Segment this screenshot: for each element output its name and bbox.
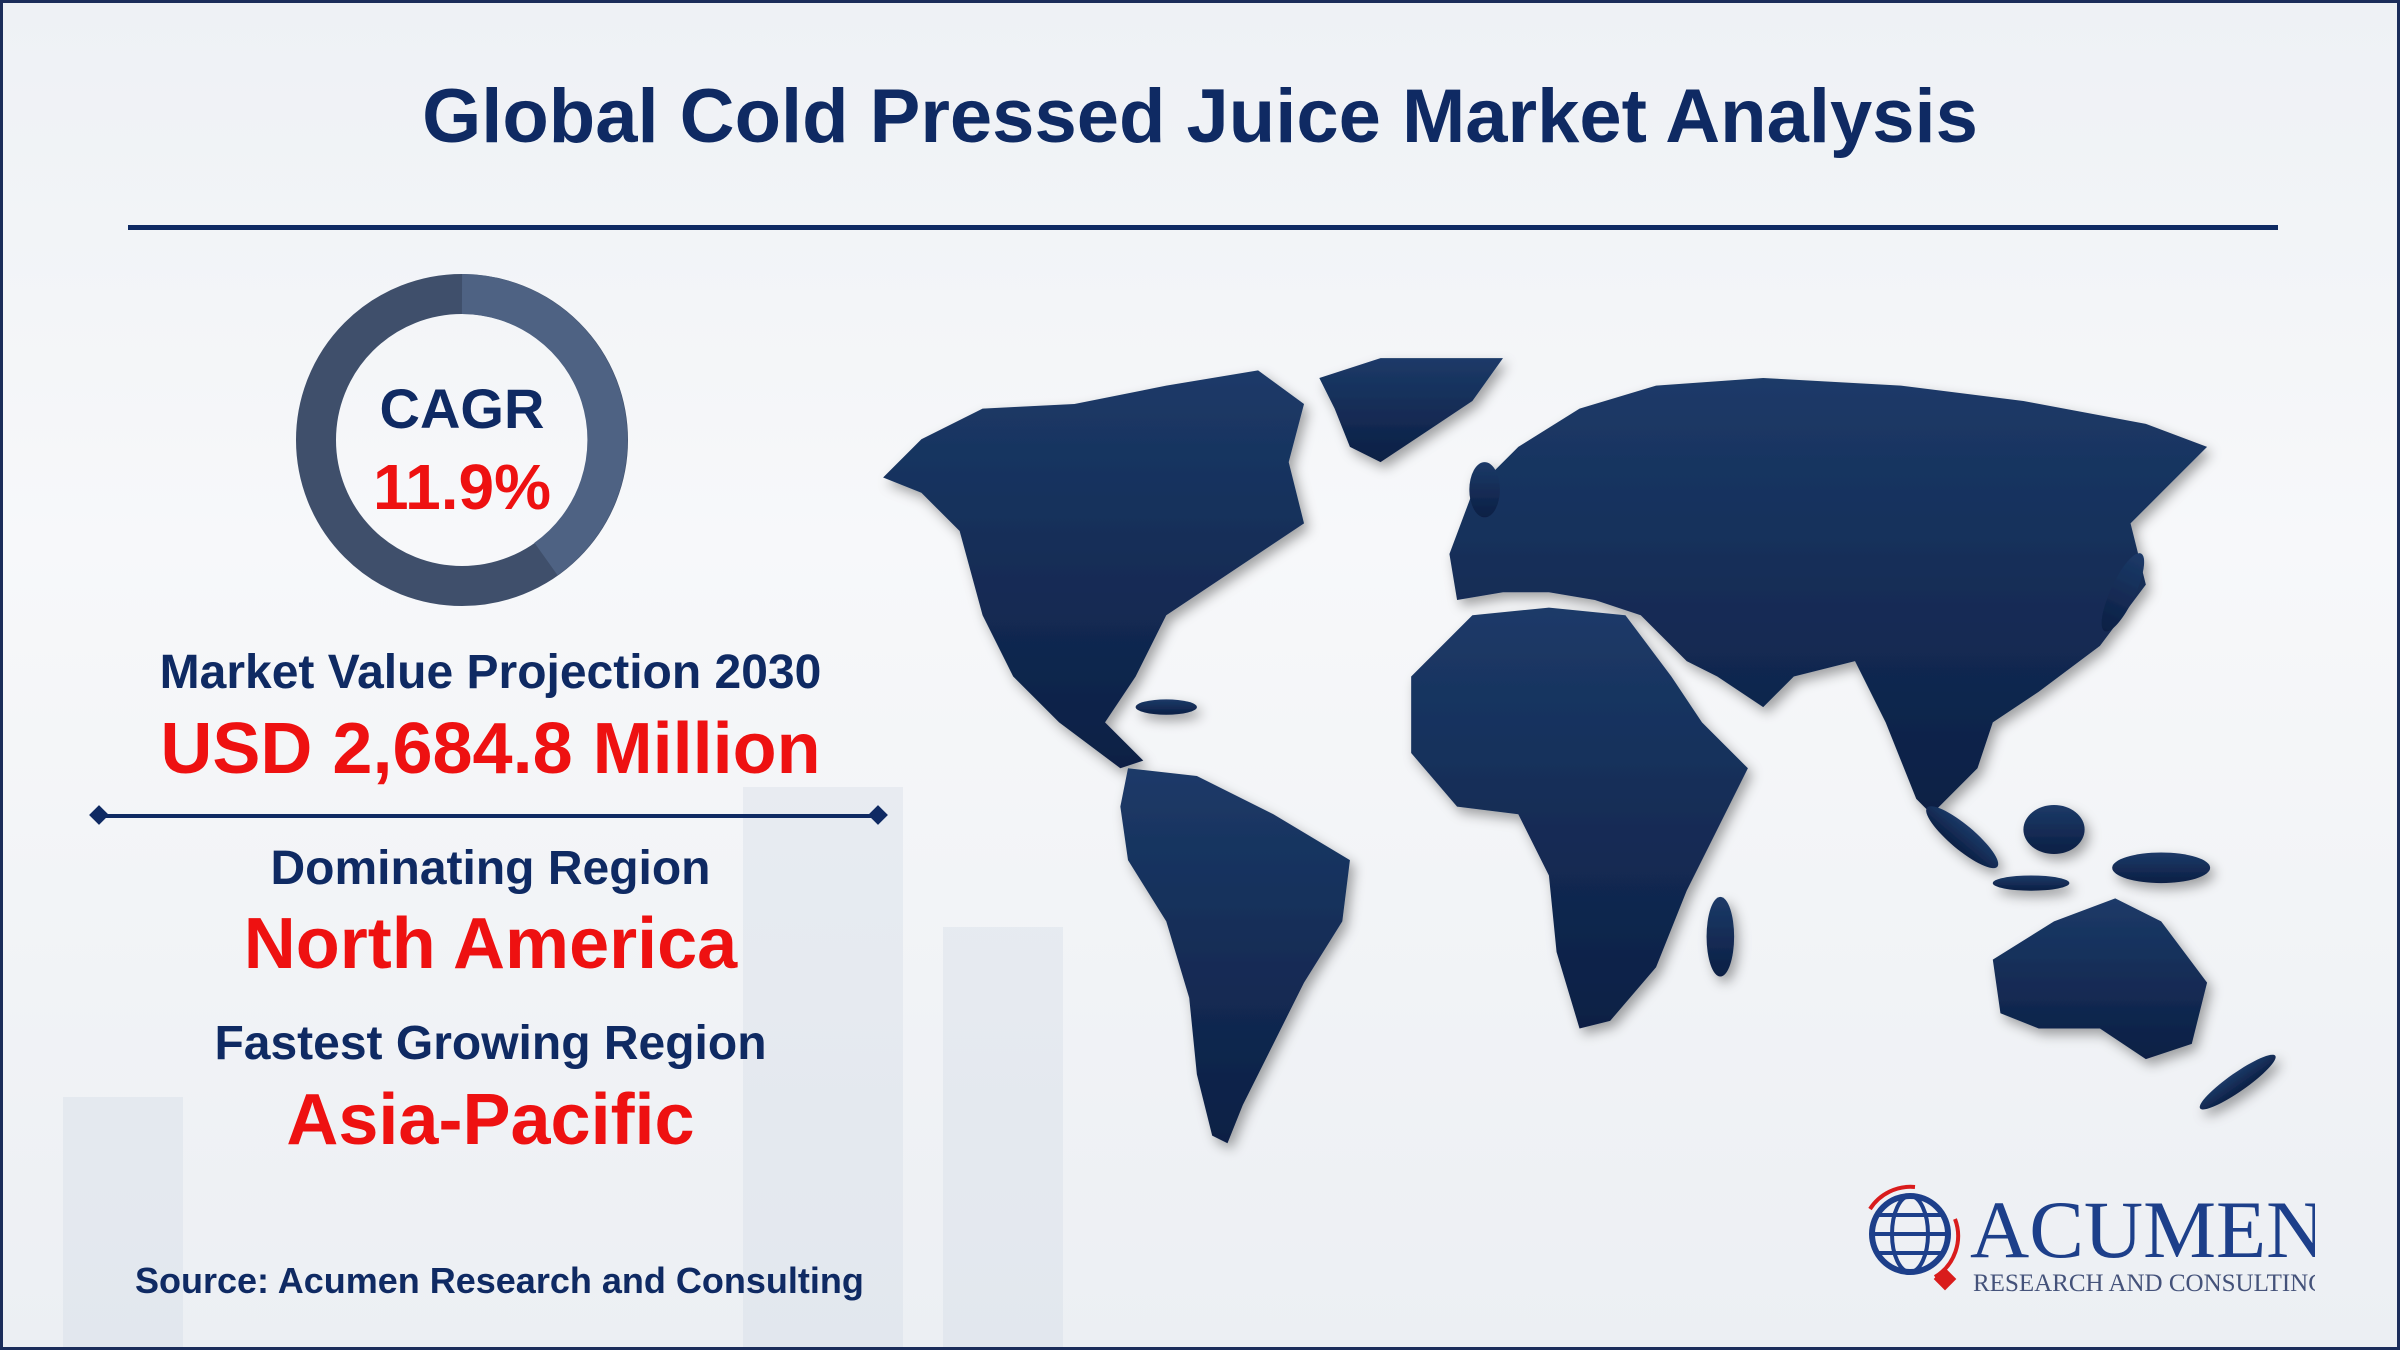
section-divider (98, 814, 878, 818)
globe-icon (1868, 1184, 1961, 1291)
ring-segment (461, 274, 628, 576)
cagr-label: CAGR (379, 377, 545, 440)
title-divider (128, 225, 2278, 230)
cuba (1135, 699, 1197, 715)
source-text: Source: Acumen Research and Consulting (135, 1260, 864, 1301)
page-title: Global Cold Pressed Juice Market Analysi… (422, 74, 1978, 159)
cagr-ring (296, 274, 628, 606)
logo-name: ACUMEN (1970, 1184, 2315, 1275)
java (1992, 875, 2070, 891)
dominating-region-value: North America (243, 904, 738, 984)
greenland (1319, 358, 1503, 463)
logo-tagline: RESEARCH AND CONSULTING (1973, 1270, 2315, 1297)
new-guinea (2112, 852, 2211, 884)
market-value: USD 2,684.8 Million (160, 709, 821, 789)
japan (2101, 553, 2145, 632)
australia (1992, 898, 2208, 1060)
market-value-label: Market Value Projection 2030 (159, 646, 822, 699)
background-bar (943, 927, 1063, 1347)
fastest-region-label: Fastest Growing Region (214, 1017, 767, 1070)
world-map (883, 358, 2276, 1144)
sumatra (1926, 806, 1999, 869)
background-bar (63, 1097, 183, 1347)
cagr-value: 11.9% (373, 451, 551, 523)
north-america (883, 370, 1305, 769)
borneo (2023, 805, 2085, 855)
background-bar (743, 787, 903, 1347)
dominating-region-label: Dominating Region (270, 842, 711, 895)
south-america (1120, 768, 1350, 1144)
fastest-region-value: Asia-Pacific (286, 1080, 695, 1160)
madagascar (1706, 896, 1735, 977)
eurasia (1449, 378, 2208, 815)
africa (1411, 607, 1748, 1029)
acumen-logo: ACUMEN RESEARCH AND CONSULTING (1868, 1184, 2315, 1297)
uk (1469, 462, 1500, 518)
new-zealand (2199, 1054, 2276, 1110)
